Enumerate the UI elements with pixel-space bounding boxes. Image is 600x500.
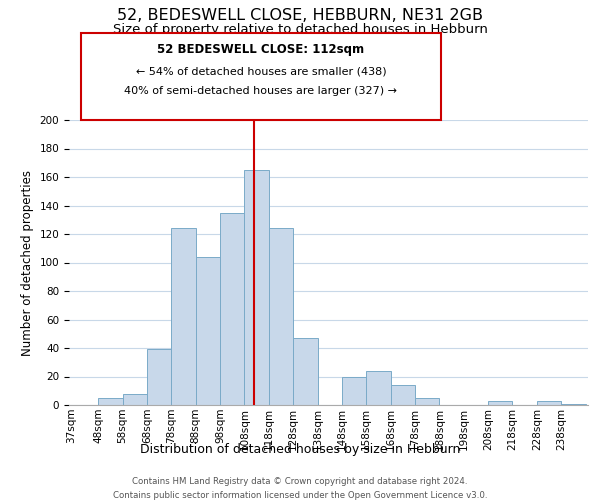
- Bar: [244, 170, 269, 405]
- Text: Distribution of detached houses by size in Hebburn: Distribution of detached houses by size …: [140, 442, 460, 456]
- Text: 40% of semi-detached houses are larger (327) →: 40% of semi-detached houses are larger (…: [125, 86, 398, 97]
- Text: Contains public sector information licensed under the Open Government Licence v3: Contains public sector information licen…: [113, 491, 487, 500]
- Bar: [366, 371, 391, 405]
- Bar: [220, 212, 244, 405]
- Bar: [561, 404, 586, 405]
- Bar: [269, 228, 293, 405]
- Bar: [172, 228, 196, 405]
- Bar: [293, 338, 317, 405]
- Text: 52 BEDESWELL CLOSE: 112sqm: 52 BEDESWELL CLOSE: 112sqm: [157, 44, 365, 57]
- Bar: [537, 400, 561, 405]
- Text: Contains HM Land Registry data © Crown copyright and database right 2024.: Contains HM Land Registry data © Crown c…: [132, 478, 468, 486]
- Text: 52, BEDESWELL CLOSE, HEBBURN, NE31 2GB: 52, BEDESWELL CLOSE, HEBBURN, NE31 2GB: [117, 8, 483, 22]
- Y-axis label: Number of detached properties: Number of detached properties: [21, 170, 34, 356]
- Bar: [196, 257, 220, 405]
- Bar: [122, 394, 147, 405]
- Bar: [488, 400, 512, 405]
- Bar: [342, 376, 366, 405]
- Text: ← 54% of detached houses are smaller (438): ← 54% of detached houses are smaller (43…: [136, 66, 386, 76]
- Bar: [415, 398, 439, 405]
- Bar: [98, 398, 122, 405]
- Bar: [147, 350, 172, 405]
- Bar: [391, 385, 415, 405]
- Text: Size of property relative to detached houses in Hebburn: Size of property relative to detached ho…: [113, 22, 487, 36]
